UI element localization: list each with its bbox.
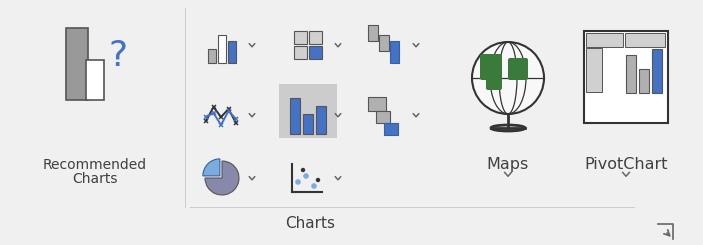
Bar — [190, 207, 635, 208]
Circle shape — [472, 42, 544, 114]
Bar — [290, 98, 300, 134]
FancyBboxPatch shape — [486, 76, 502, 90]
Bar — [316, 106, 326, 134]
Bar — [279, 84, 337, 138]
Bar — [294, 31, 307, 44]
Bar — [379, 35, 389, 51]
Bar — [228, 41, 236, 63]
Text: PivotChart: PivotChart — [584, 157, 668, 172]
Bar — [390, 41, 399, 63]
Bar — [368, 25, 378, 41]
Bar — [625, 33, 665, 47]
Text: Maps: Maps — [487, 157, 529, 172]
Bar — [86, 60, 104, 100]
Circle shape — [301, 168, 305, 172]
Text: Charts: Charts — [72, 172, 117, 186]
Bar — [652, 49, 662, 93]
Wedge shape — [203, 159, 220, 176]
Bar — [376, 111, 390, 123]
Bar — [639, 69, 649, 93]
Bar — [185, 8, 186, 208]
Bar — [626, 55, 636, 93]
Text: ?: ? — [108, 39, 127, 73]
Bar — [586, 48, 602, 92]
Bar — [66, 28, 88, 100]
Wedge shape — [205, 161, 239, 195]
Bar — [294, 46, 307, 59]
Circle shape — [295, 179, 301, 185]
Bar — [586, 33, 623, 47]
Circle shape — [316, 178, 320, 182]
Bar — [303, 114, 313, 134]
FancyBboxPatch shape — [480, 54, 502, 80]
Circle shape — [311, 183, 317, 189]
Bar — [208, 49, 216, 63]
Bar — [309, 46, 322, 59]
Bar — [309, 31, 322, 44]
Text: Charts: Charts — [285, 216, 335, 231]
Bar — [384, 123, 398, 135]
Bar — [584, 31, 668, 123]
Text: Recommended: Recommended — [43, 158, 147, 172]
Bar — [368, 97, 386, 111]
Bar — [218, 35, 226, 63]
FancyBboxPatch shape — [508, 58, 528, 80]
Circle shape — [303, 173, 309, 179]
